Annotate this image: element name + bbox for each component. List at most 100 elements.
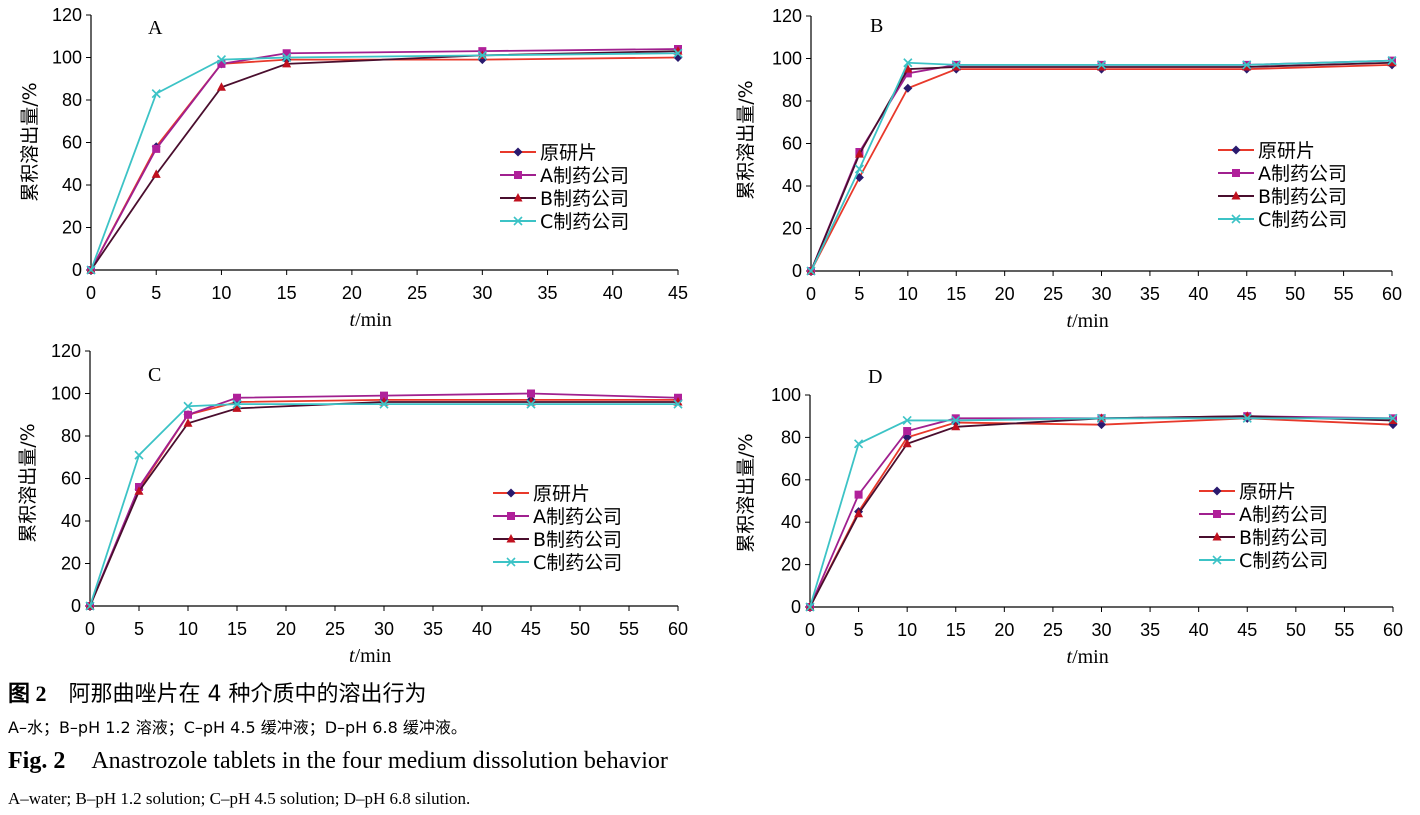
- x-tick-label: 30: [1091, 620, 1111, 640]
- legend-label: A制药公司: [1258, 163, 1347, 185]
- panel-label: A: [148, 17, 163, 39]
- y-tick-label: 100: [772, 49, 802, 69]
- x-tick-label: 5: [854, 620, 864, 640]
- figure-label-cn: 图 2: [8, 681, 47, 706]
- data-point: [151, 89, 161, 99]
- x-tick-label: 30: [374, 619, 394, 639]
- panel-label: D: [868, 366, 882, 388]
- x-tick-label: 10: [897, 620, 917, 640]
- x-tick-label: 10: [178, 619, 198, 639]
- y-tick-label: 20: [782, 219, 802, 239]
- legend-label: A制药公司: [533, 506, 622, 528]
- legend-marker: [1231, 214, 1241, 224]
- x-tick-label: 25: [325, 619, 345, 639]
- legend-marker: [514, 171, 522, 179]
- x-tick-label: 15: [946, 284, 966, 304]
- data-point: [379, 399, 389, 409]
- chart-panel-d: 0 20 40 60 80 100 0 5 10 15 20 25 30 35 40 45 50 55 60 t/mi…: [735, 366, 1403, 668]
- legend-label: 原研片: [540, 142, 597, 164]
- y-tick-label: 120: [51, 341, 81, 361]
- data-point: [134, 450, 144, 460]
- y-tick-label: 80: [781, 427, 801, 447]
- data-point: [903, 427, 912, 436]
- y-tick-label: 120: [772, 6, 802, 26]
- x-tick-label: 0: [85, 619, 95, 639]
- data-point: [854, 508, 864, 518]
- data-point: [232, 403, 242, 412]
- y-tick-label: 80: [62, 90, 82, 110]
- figure-note-en: A–water; B–pH 1.2 solution; C–pH 4.5 sol…: [8, 789, 471, 808]
- x-tick-label: 10: [898, 284, 918, 304]
- data-point: [951, 415, 961, 426]
- y-tick-label: 80: [782, 91, 802, 111]
- data-point: [673, 48, 683, 58]
- data-point: [1388, 413, 1398, 423]
- data-point: [232, 399, 242, 409]
- x-tick-label: 35: [1140, 284, 1160, 304]
- legend-label: 原研片: [1239, 481, 1296, 503]
- legend-label: C制药公司: [540, 211, 629, 233]
- data-point: [1096, 413, 1107, 423]
- figure-title-cn: 阿那曲唑片在 4 种介质中的溶出行为: [68, 682, 427, 707]
- legend-label: B制药公司: [1239, 527, 1328, 549]
- x-tick-label: 50: [1286, 620, 1306, 640]
- figure-note-cn: A–水；B–pH 1.2 溶液；C–pH 4.5 缓冲液；D–pH 6.8 缓冲…: [8, 718, 467, 737]
- x-tick-label: 40: [1188, 284, 1208, 304]
- data-point: [152, 144, 161, 153]
- x-tick-label: 45: [521, 619, 541, 639]
- y-tick-label: 60: [782, 134, 802, 154]
- data-point: [233, 393, 241, 402]
- series-line: [90, 52, 679, 271]
- legend-marker: [506, 557, 516, 567]
- x-tick-label: 40: [603, 283, 623, 303]
- data-point: [903, 58, 913, 68]
- legend-marker: [1231, 145, 1241, 155]
- legend-label: A制药公司: [540, 165, 629, 187]
- x-tick-label: 15: [227, 619, 247, 639]
- x-tick-label: 55: [1334, 284, 1354, 304]
- y-tick-label: 0: [71, 596, 81, 616]
- legend-label: C制药公司: [533, 552, 622, 574]
- y-tick-label: 100: [51, 384, 81, 404]
- y-axis-label: 累积溶出量/%: [17, 423, 39, 542]
- data-point: [216, 55, 227, 65]
- data-point: [854, 439, 864, 449]
- data-point: [854, 490, 863, 499]
- data-point: [951, 414, 960, 423]
- data-point: [951, 421, 961, 431]
- x-tick-label: 20: [276, 619, 296, 639]
- data-point: [1242, 60, 1252, 70]
- y-axis-label: 累积溶出量/%: [19, 82, 41, 201]
- legend-marker: [1212, 532, 1222, 541]
- legend-marker: [1212, 555, 1222, 565]
- legend-marker: [1231, 191, 1241, 200]
- x-tick-label: 20: [342, 283, 362, 303]
- x-tick-label: 15: [946, 620, 966, 640]
- x-tick-label: 40: [1189, 620, 1209, 640]
- y-tick-label: 40: [781, 512, 801, 532]
- data-point: [1096, 60, 1107, 70]
- figure-label-en: Fig. 2: [8, 748, 66, 774]
- figure-caption-cn: 图 2 阿那曲唑片在 4 种介质中的溶出行为: [8, 676, 427, 708]
- x-tick-label: 50: [1285, 284, 1305, 304]
- data-point: [527, 389, 535, 398]
- x-tick-label: 0: [86, 283, 96, 303]
- data-point: [1097, 420, 1106, 430]
- x-tick-label: 35: [423, 619, 443, 639]
- data-point: [184, 410, 192, 419]
- y-tick-label: 0: [72, 260, 82, 280]
- y-tick-label: 20: [781, 555, 801, 575]
- data-point: [903, 83, 913, 93]
- legend-label: B制药公司: [1258, 186, 1347, 208]
- y-tick-label: 120: [52, 5, 82, 25]
- legend-marker: [1212, 486, 1222, 496]
- data-point: [85, 601, 95, 611]
- legend-label: B制药公司: [540, 188, 629, 210]
- x-tick-label: 20: [995, 284, 1015, 304]
- legend-marker: [513, 216, 523, 226]
- data-point: [854, 164, 864, 174]
- data-point: [183, 401, 193, 411]
- data-point: [1097, 62, 1106, 71]
- legend-marker: [513, 193, 523, 202]
- x-tick-label: 5: [151, 283, 161, 303]
